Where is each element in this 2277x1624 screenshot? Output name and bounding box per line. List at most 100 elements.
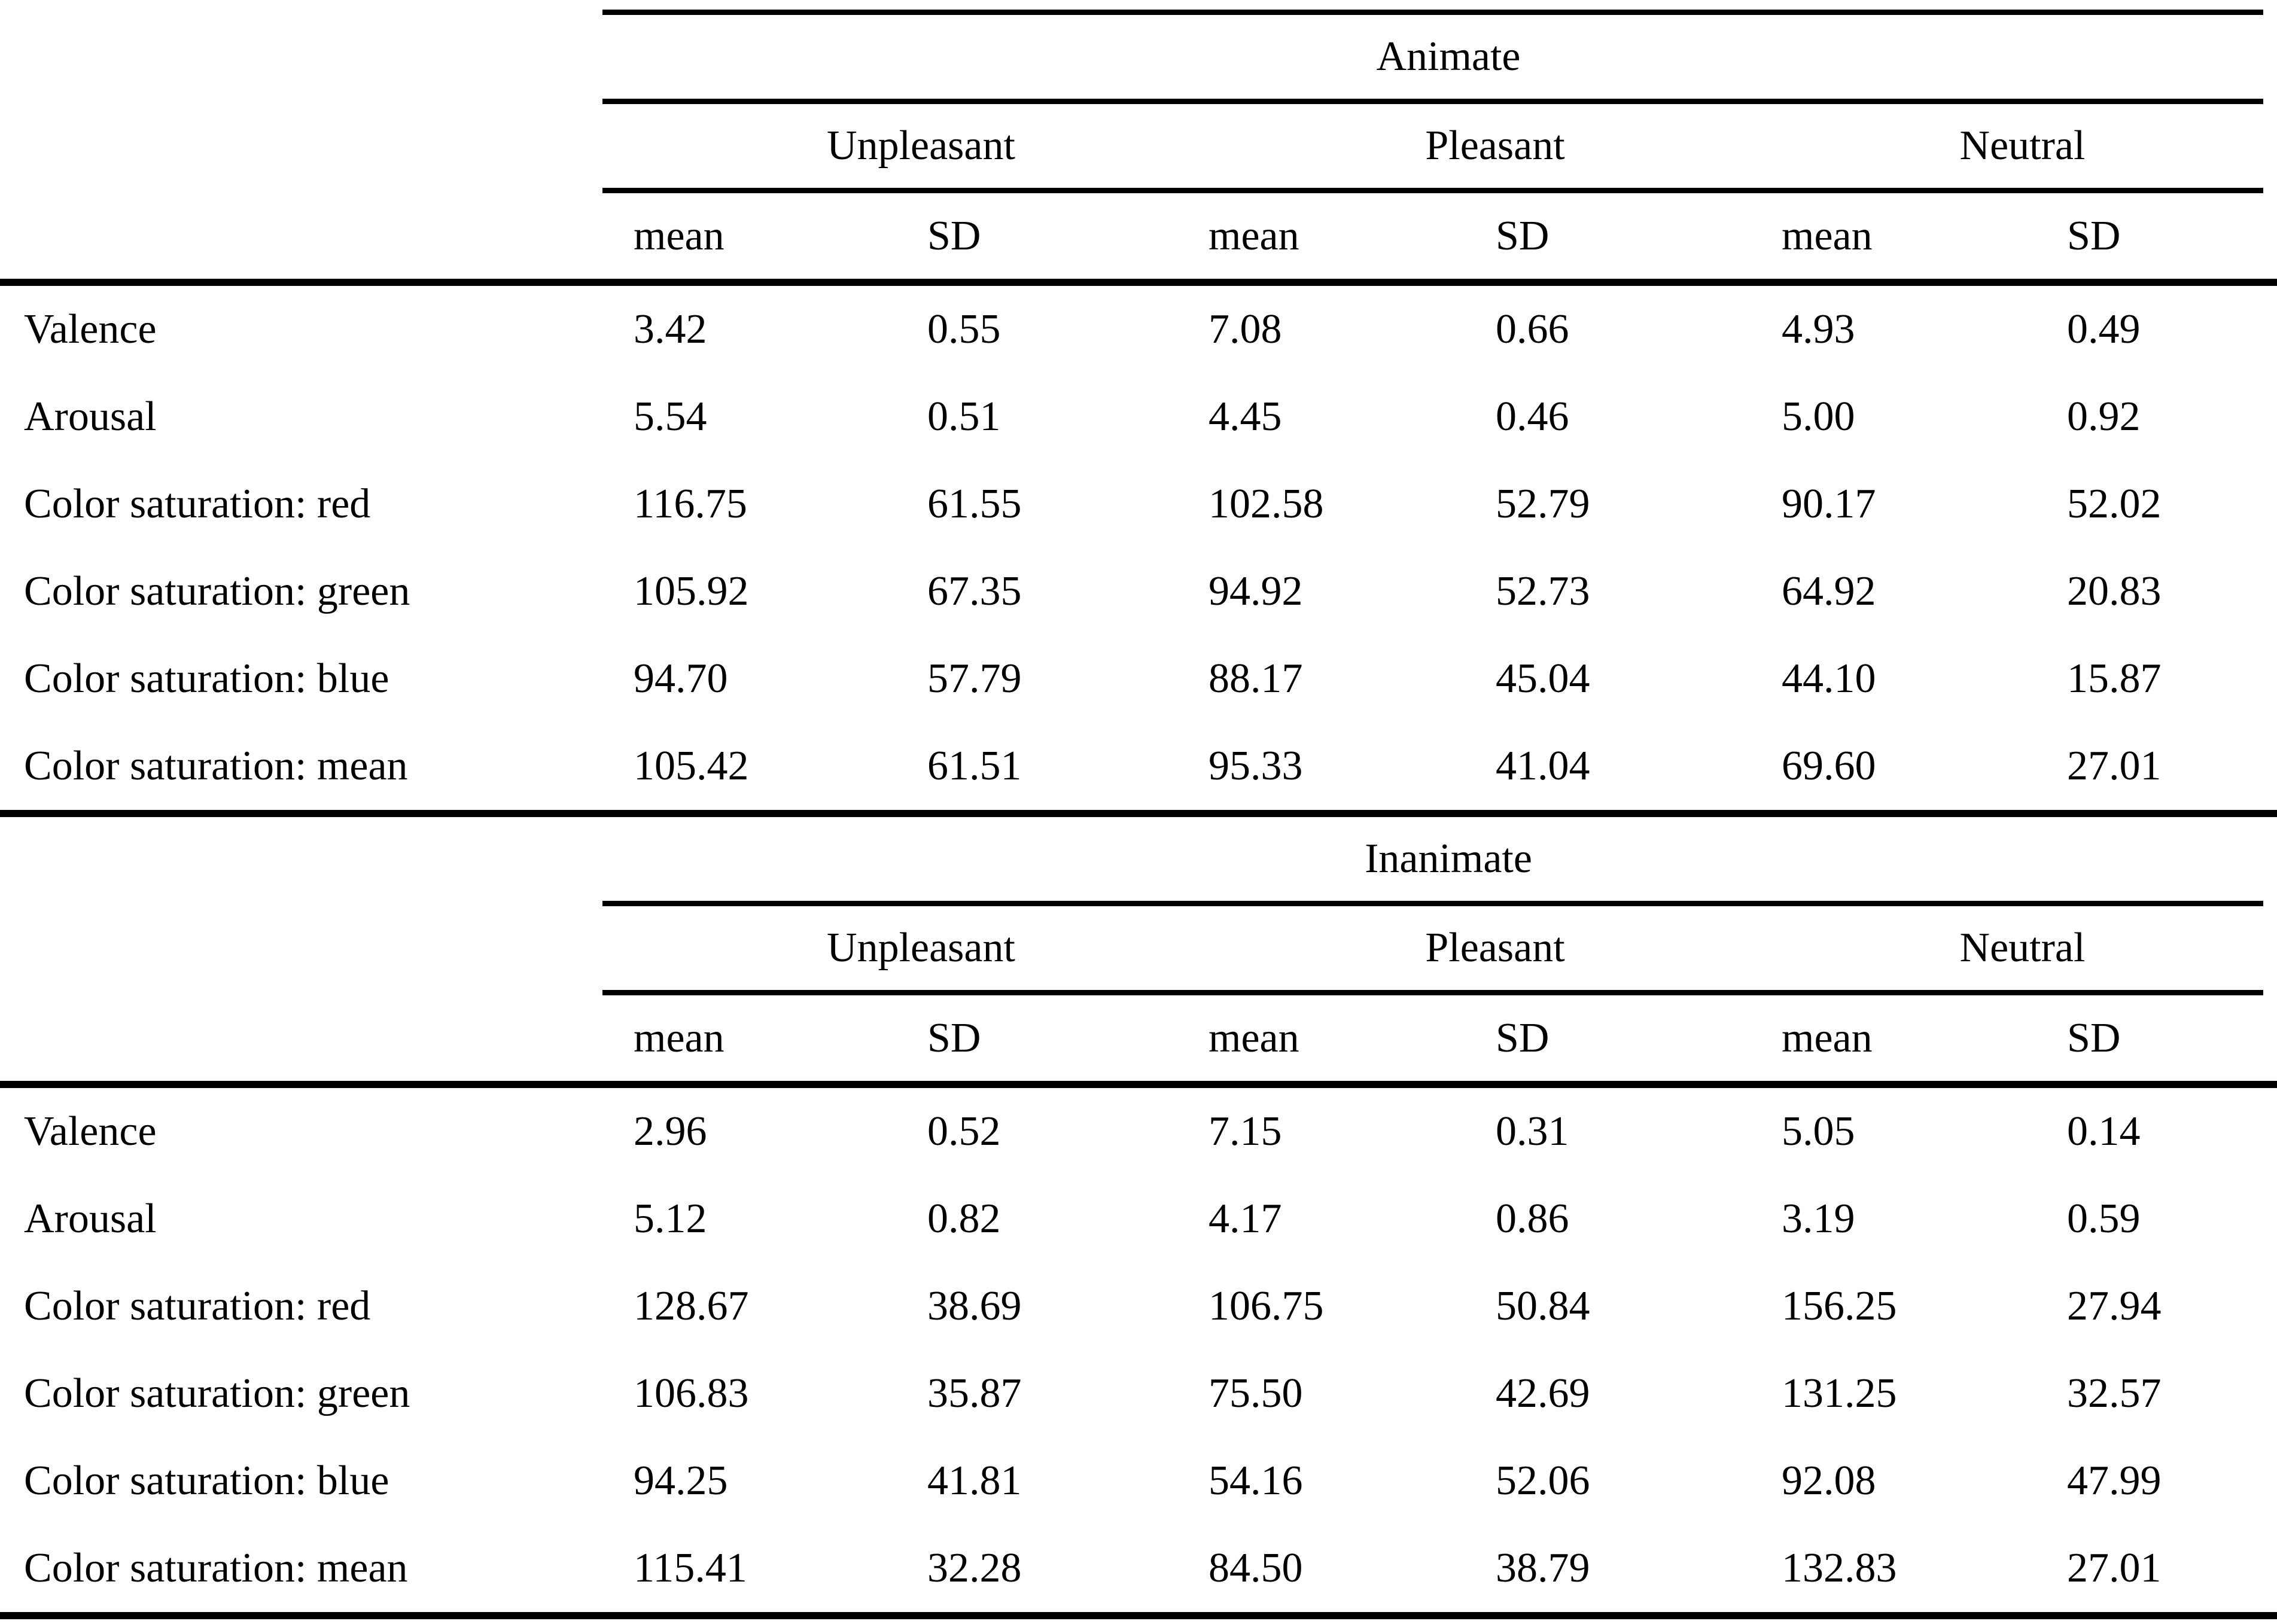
row-label: Arousal [24, 394, 157, 440]
table-rule [0, 1081, 2277, 1088]
table-row-valence: Valence 3.42 0.55 7.08 0.66 4.93 0.49 [0, 286, 2277, 373]
row-label: Color saturation: green [24, 1370, 410, 1416]
table-cell: 41.81 [927, 1458, 1022, 1504]
table-cell: 115.41 [634, 1545, 747, 1591]
table-cell: 4.17 [1208, 1196, 1282, 1242]
table-cell: 84.50 [1208, 1545, 1303, 1591]
row-label: Color saturation: mean [24, 1545, 408, 1591]
table-cell: 15.87 [2067, 656, 2162, 702]
stat-header-sd: SD [2067, 212, 2121, 259]
stat-header-sd: SD [2067, 1014, 2121, 1061]
stat-header-mean: mean [1208, 1014, 1299, 1061]
category-header-row: Unpleasant Pleasant Neutral [0, 104, 2277, 188]
table-cell: 7.15 [1208, 1108, 1282, 1154]
table-cell: 35.87 [927, 1370, 1022, 1416]
group-header-animate: Animate [1376, 33, 1521, 80]
table-cell: 27.01 [2067, 743, 2162, 789]
section-animate: Animate Unpleasant Pleasant Neutral mean… [0, 10, 2277, 817]
table-cell: 38.69 [927, 1283, 1022, 1329]
table-rule [602, 99, 2263, 104]
category-header-neutral: Neutral [1959, 925, 2086, 971]
table-cell: 3.42 [634, 306, 707, 352]
stat-header-row: mean SD mean SD mean SD [0, 193, 2277, 279]
table-cell: 67.35 [927, 568, 1022, 614]
table-cell: 64.92 [1782, 568, 1876, 614]
row-label: Color saturation: blue [24, 1458, 389, 1504]
table-cell: 156.25 [1782, 1283, 1897, 1329]
table-rule [602, 188, 2263, 193]
table-cell: 94.92 [1208, 568, 1303, 614]
table-row-saturation-green: Color saturation: green 105.92 67.35 94.… [0, 548, 2277, 635]
stat-header-row: mean SD mean SD mean SD [0, 995, 2277, 1081]
table-cell: 45.04 [1496, 656, 1590, 702]
table-cell: 3.19 [1782, 1196, 1855, 1242]
table-cell: 0.51 [927, 394, 1001, 440]
row-label: Color saturation: green [24, 568, 410, 614]
table-cell: 132.83 [1782, 1545, 1897, 1591]
row-label: Arousal [24, 1196, 157, 1242]
table-cell: 32.57 [2067, 1370, 2162, 1416]
table-cell: 128.67 [634, 1283, 749, 1329]
section-inanimate: Inanimate Unpleasant Pleasant Neutral me… [0, 817, 2277, 1619]
table-cell: 44.10 [1782, 656, 1876, 702]
table-cell: 4.93 [1782, 306, 1855, 352]
table-cell: 0.82 [927, 1196, 1001, 1242]
table-row-saturation-mean: Color saturation: mean 115.41 32.28 84.5… [0, 1525, 2277, 1612]
table-rule [0, 279, 2277, 286]
table-cell: 102.58 [1208, 481, 1324, 527]
group-header-row: Animate [0, 15, 2277, 99]
table-row-saturation-red: Color saturation: red 116.75 61.55 102.5… [0, 461, 2277, 548]
table-cell: 116.75 [634, 481, 747, 527]
row-label: Color saturation: blue [24, 656, 389, 702]
group-header-inanimate: Inanimate [1365, 836, 1532, 882]
category-header-pleasant: Pleasant [1425, 123, 1565, 169]
table-cell: 41.04 [1496, 743, 1590, 789]
table-cell: 88.17 [1208, 656, 1303, 702]
table-cell: 38.79 [1496, 1545, 1590, 1591]
category-header-unpleasant: Unpleasant [827, 123, 1015, 169]
table-cell: 2.96 [634, 1108, 707, 1154]
group-header-row: Inanimate [0, 817, 2277, 901]
table-rule [602, 990, 2263, 995]
stat-header-sd: SD [1496, 1014, 1550, 1061]
stats-table: Animate Unpleasant Pleasant Neutral mean… [0, 10, 2277, 1619]
table-cell: 50.84 [1496, 1283, 1590, 1329]
table-cell: 52.73 [1496, 568, 1590, 614]
table-cell: 42.69 [1496, 1370, 1590, 1416]
row-label: Valence [24, 306, 157, 352]
table-cell: 5.12 [634, 1196, 707, 1242]
table-rule [602, 901, 2263, 906]
table-cell: 61.55 [927, 481, 1022, 527]
table-cell: 0.52 [927, 1108, 1001, 1154]
table-rule-bottom [0, 1612, 2277, 1619]
table-cell: 61.51 [927, 743, 1022, 789]
table-cell: 90.17 [1782, 481, 1876, 527]
table-cell: 0.59 [2067, 1196, 2141, 1242]
stat-header-mean: mean [634, 212, 724, 259]
table-cell: 0.14 [2067, 1108, 2141, 1154]
row-label: Color saturation: red [24, 481, 371, 527]
row-label: Color saturation: red [24, 1283, 371, 1329]
row-label: Color saturation: mean [24, 743, 408, 789]
table-row-saturation-green: Color saturation: green 106.83 35.87 75.… [0, 1350, 2277, 1437]
stat-header-mean: mean [1782, 212, 1873, 259]
table-cell: 52.79 [1496, 481, 1590, 527]
category-header-pleasant: Pleasant [1425, 925, 1565, 971]
table-cell: 92.08 [1782, 1458, 1876, 1504]
table-cell: 0.92 [2067, 394, 2141, 440]
table-cell: 106.83 [634, 1370, 749, 1416]
table-cell: 4.45 [1208, 394, 1282, 440]
table-cell: 52.02 [2067, 481, 2162, 527]
category-header-unpleasant: Unpleasant [827, 925, 1015, 971]
table-cell: 95.33 [1208, 743, 1303, 789]
table-row-valence: Valence 2.96 0.52 7.15 0.31 5.05 0.14 [0, 1088, 2277, 1175]
table-cell: 94.25 [634, 1458, 728, 1504]
row-label: Valence [24, 1108, 157, 1154]
table-cell: 0.86 [1496, 1196, 1569, 1242]
table-row-saturation-blue: Color saturation: blue 94.25 41.81 54.16… [0, 1437, 2277, 1525]
table-row-saturation-blue: Color saturation: blue 94.70 57.79 88.17… [0, 635, 2277, 723]
table-cell: 27.94 [2067, 1283, 2162, 1329]
table-cell: 54.16 [1208, 1458, 1303, 1504]
stat-header-sd: SD [1496, 212, 1550, 259]
stat-header-sd: SD [927, 212, 981, 259]
